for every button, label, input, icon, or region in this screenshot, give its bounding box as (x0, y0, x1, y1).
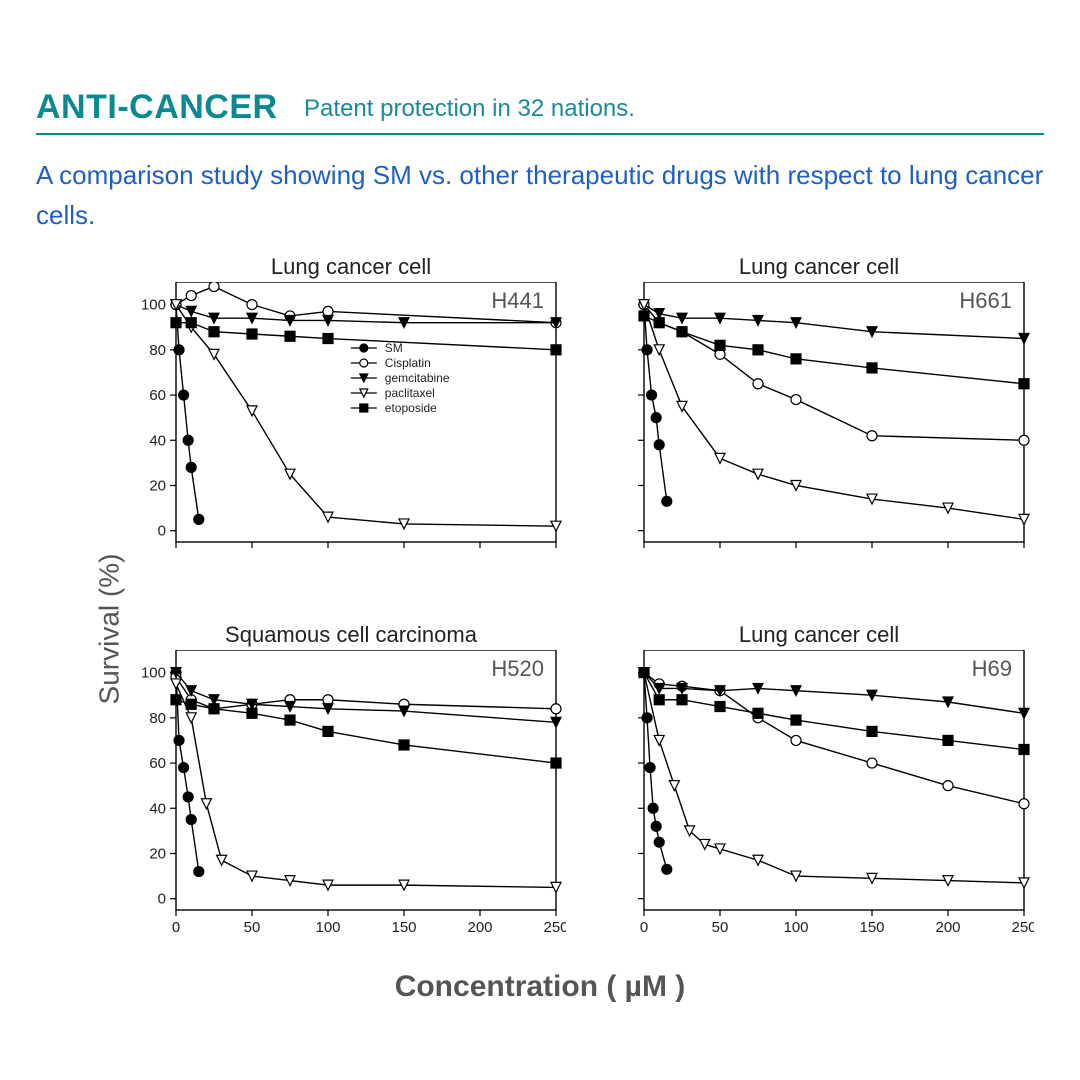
chart-panel-h441: Lung cancer cell 0 20 40 60 80 100 H441 SMCispla… (126, 254, 576, 574)
legend-item: Cisplatin (385, 356, 431, 370)
panel-desc: Lung cancer cell (594, 254, 1044, 280)
x-axis-label: Concentration ( µM ) (36, 970, 1044, 1004)
svg-text:40: 40 (149, 432, 166, 449)
svg-text:0: 0 (158, 522, 166, 539)
cell-line-id: H441 (491, 288, 544, 313)
svg-text:80: 80 (149, 709, 166, 726)
svg-text:100: 100 (315, 919, 340, 936)
header: ANTI-CANCER Patent protection in 32 nati… (36, 60, 1044, 135)
svg-text:50: 50 (244, 919, 261, 936)
chart-svg: 0 50 100 150 200 250 H69 (594, 650, 1034, 942)
svg-text:0: 0 (640, 919, 648, 936)
cell-line-id: H69 (972, 656, 1012, 681)
chart-svg: 0 20 40 60 80 100 0 50 100 150 200 250 H520 (126, 650, 566, 942)
svg-text:150: 150 (859, 919, 884, 936)
svg-text:0: 0 (172, 919, 180, 936)
header-title: ANTI-CANCER (36, 88, 278, 127)
chart-panel-h661: Lung cancer cell H661 (594, 254, 1044, 574)
svg-text:50: 50 (712, 919, 729, 936)
svg-text:250: 250 (1011, 919, 1034, 936)
panel-grid: Lung cancer cell 0 20 40 60 80 100 H441 SMCispla… (126, 254, 1044, 942)
svg-text:60: 60 (149, 387, 166, 404)
subheading: A comparison study showing SM vs. other … (36, 155, 1044, 236)
svg-text:150: 150 (391, 919, 416, 936)
page-root: ANTI-CANCER Patent protection in 32 nati… (0, 0, 1080, 1080)
svg-text:200: 200 (467, 919, 492, 936)
figure: Survival (%) Lung cancer cell 0 20 40 60 80 10… (36, 254, 1044, 1004)
svg-text:100: 100 (141, 664, 166, 681)
svg-text:60: 60 (149, 755, 166, 772)
y-axis-label: Survival (%) (93, 553, 125, 704)
svg-text:20: 20 (149, 477, 166, 494)
legend-item: gemcitabine (385, 371, 450, 385)
legend-item: paclitaxel (385, 386, 435, 400)
legend-item: SM (385, 341, 403, 355)
cell-line-id: H661 (959, 288, 1012, 313)
chart-svg: H661 (594, 282, 1034, 574)
chart-panel-h69: Lung cancer cell 0 50 100 150 200 250 H69 (594, 622, 1044, 942)
svg-text:0: 0 (158, 890, 166, 907)
panel-desc: Squamous cell carcinoma (126, 622, 576, 648)
chart-svg: 0 20 40 60 80 100 H441 SMCisplatingemcitabinepa… (126, 282, 566, 574)
legend-item: etoposide (385, 401, 437, 415)
cell-line-id: H520 (491, 656, 544, 681)
svg-text:250: 250 (543, 919, 566, 936)
svg-text:100: 100 (141, 296, 166, 313)
chart-panel-h520: Squamous cell carcinoma 0 20 40 60 80 100 0 50 10… (126, 622, 576, 942)
panel-desc: Lung cancer cell (594, 622, 1044, 648)
svg-text:40: 40 (149, 800, 166, 817)
svg-text:20: 20 (149, 845, 166, 862)
svg-text:200: 200 (935, 919, 960, 936)
panel-desc: Lung cancer cell (126, 254, 576, 280)
svg-text:100: 100 (783, 919, 808, 936)
header-subtitle: Patent protection in 32 nations. (304, 95, 635, 123)
svg-text:80: 80 (149, 341, 166, 358)
